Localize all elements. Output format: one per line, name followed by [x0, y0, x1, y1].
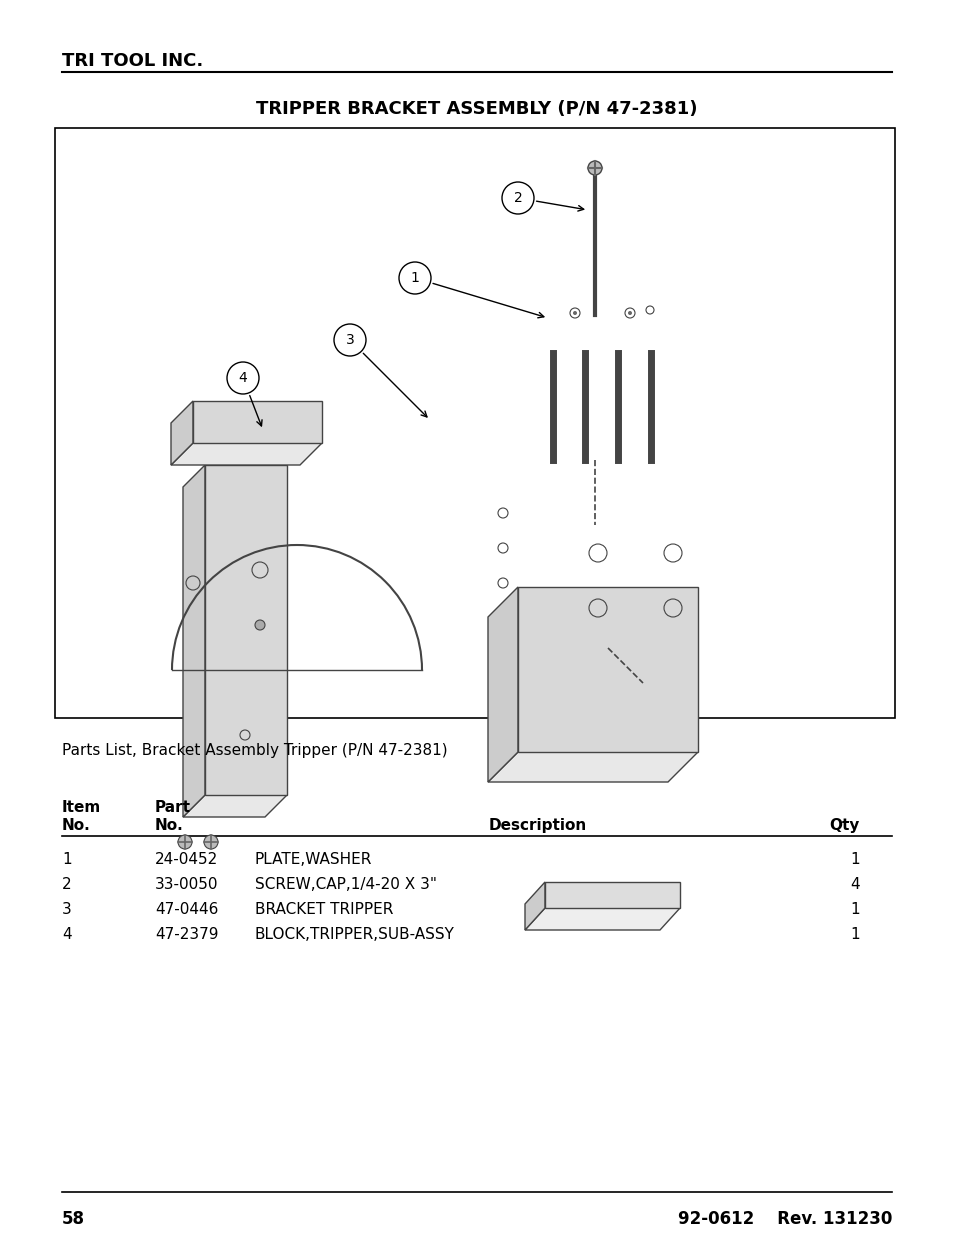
Polygon shape	[544, 882, 679, 908]
Text: No.: No.	[62, 818, 91, 832]
Text: Qty: Qty	[829, 818, 859, 832]
Polygon shape	[488, 752, 698, 782]
Text: 47-2379: 47-2379	[154, 927, 218, 942]
Polygon shape	[524, 908, 679, 930]
Circle shape	[334, 324, 366, 356]
Text: BLOCK,TRIPPER,SUB-ASSY: BLOCK,TRIPPER,SUB-ASSY	[254, 927, 455, 942]
Text: 1: 1	[849, 902, 859, 918]
Circle shape	[627, 311, 631, 315]
Text: Part: Part	[154, 800, 191, 815]
Text: 4: 4	[849, 877, 859, 892]
Text: 1: 1	[849, 852, 859, 867]
Text: 2: 2	[62, 877, 71, 892]
Text: TRIPPER BRACKET ASSEMBLY (P/N 47-2381): TRIPPER BRACKET ASSEMBLY (P/N 47-2381)	[256, 100, 697, 119]
Text: No.: No.	[154, 818, 184, 832]
Polygon shape	[488, 587, 517, 782]
Polygon shape	[193, 401, 322, 443]
Circle shape	[254, 620, 265, 630]
Circle shape	[204, 835, 218, 848]
Text: BRACKET TRIPPER: BRACKET TRIPPER	[254, 902, 393, 918]
Text: 3: 3	[345, 333, 354, 347]
Circle shape	[398, 262, 431, 294]
Polygon shape	[183, 795, 287, 818]
Polygon shape	[517, 587, 698, 752]
Text: 4: 4	[238, 370, 247, 385]
Circle shape	[587, 161, 601, 175]
Polygon shape	[171, 401, 193, 466]
Text: SCREW,CAP,1/4-20 X 3": SCREW,CAP,1/4-20 X 3"	[254, 877, 436, 892]
Text: Item: Item	[62, 800, 101, 815]
Polygon shape	[205, 466, 287, 795]
Polygon shape	[183, 466, 205, 818]
Text: 3: 3	[62, 902, 71, 918]
Text: 58: 58	[62, 1210, 85, 1228]
Text: 92-0612    Rev. 131230: 92-0612 Rev. 131230	[677, 1210, 891, 1228]
Bar	[55, 128, 894, 718]
Polygon shape	[171, 443, 322, 466]
Text: 4: 4	[62, 927, 71, 942]
Text: 1: 1	[410, 270, 419, 285]
Text: Description: Description	[488, 818, 586, 832]
Text: 1: 1	[62, 852, 71, 867]
Text: 47-0446: 47-0446	[154, 902, 218, 918]
Circle shape	[178, 835, 192, 848]
Polygon shape	[524, 882, 544, 930]
Text: 2: 2	[513, 191, 522, 205]
Circle shape	[501, 182, 534, 214]
Text: 1: 1	[849, 927, 859, 942]
Text: Parts List, Bracket Assembly Tripper (P/N 47-2381): Parts List, Bracket Assembly Tripper (P/…	[62, 743, 447, 758]
Circle shape	[573, 311, 577, 315]
Text: TRI TOOL INC.: TRI TOOL INC.	[62, 52, 203, 70]
Text: 24-0452: 24-0452	[154, 852, 218, 867]
Text: 33-0050: 33-0050	[154, 877, 218, 892]
Circle shape	[227, 362, 258, 394]
Text: PLATE,WASHER: PLATE,WASHER	[254, 852, 372, 867]
